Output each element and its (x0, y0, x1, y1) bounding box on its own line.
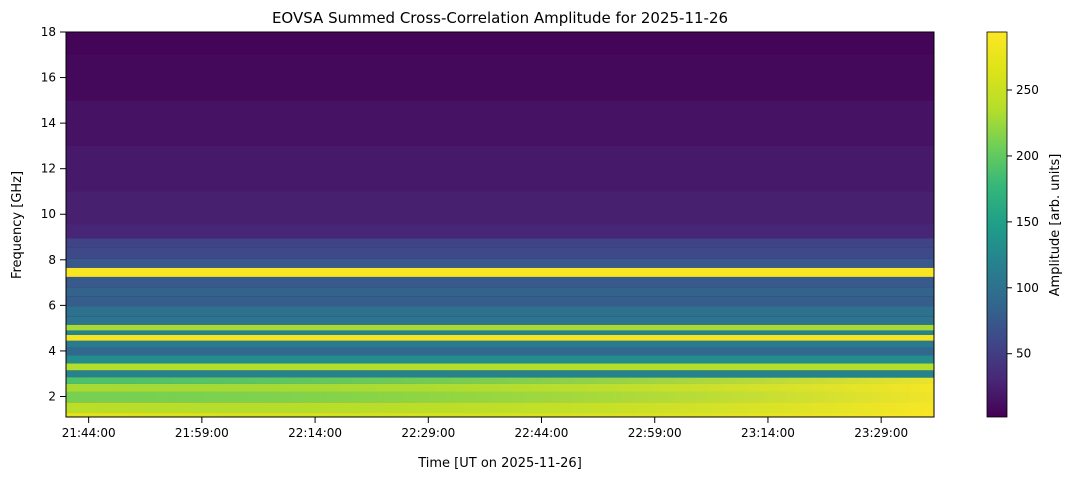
heatmap-band (66, 340, 934, 348)
heatmap-band (66, 100, 934, 146)
heatmap-band (66, 224, 934, 239)
colorbar-label: Amplitude [arb. units] (1048, 154, 1063, 297)
x-tick-label: 22:59:00 (628, 426, 682, 440)
heatmap-band (66, 191, 934, 225)
y-tick-label: 12 (41, 162, 56, 176)
heatmap-band (66, 334, 934, 341)
heatmap-band (66, 258, 934, 268)
y-axis: 2 4 6 8 10 12 14 16 18 (41, 25, 66, 403)
heatmap-band (66, 370, 934, 378)
colorbar-tick-label: 100 (1016, 281, 1039, 295)
heatmap-band (66, 287, 934, 297)
chart-title: EOVSA Summed Cross-Correlation Amplitude… (272, 9, 728, 27)
y-tick-label: 10 (41, 207, 56, 221)
heatmap-band (66, 267, 934, 277)
heatmap-band (66, 363, 934, 371)
heatmap-band (66, 32, 934, 55)
x-tick-label: 23:14:00 (741, 426, 795, 440)
heatmap-band (66, 296, 934, 307)
heatmap-band (66, 54, 934, 101)
heatmap-area (66, 32, 934, 417)
y-tick-label: 2 (48, 389, 56, 403)
x-axis: 21:44:00 21:59:00 22:14:00 22:29:00 22:44:00… (62, 417, 908, 440)
heatmap-band (66, 347, 934, 356)
x-tick-label: 21:59:00 (175, 426, 229, 440)
heatmap-band (66, 355, 934, 364)
colorbar (986, 31, 1008, 418)
heatmap-band (66, 330, 934, 335)
heatmap-low-band-brightening (66, 378, 934, 417)
heatmap-bands (66, 32, 934, 417)
heatmap-band (66, 276, 934, 288)
heatmap-band (66, 324, 934, 331)
y-tick-label: 14 (41, 116, 56, 130)
y-tick-label: 4 (48, 344, 56, 358)
y-tick-label: 6 (48, 298, 56, 312)
x-tick-label: 22:14:00 (288, 426, 342, 440)
x-tick-label: 23:29:00 (854, 426, 908, 440)
colorbar-tick-label: 50 (1016, 347, 1031, 361)
y-tick-label: 18 (41, 25, 56, 39)
x-tick-label: 22:29:00 (401, 426, 455, 440)
heatmap-band (66, 316, 934, 325)
plot-frame (65, 31, 935, 418)
y-tick-label: 16 (41, 71, 56, 85)
x-tick-label: 21:44:00 (62, 426, 116, 440)
heatmap-band (66, 145, 934, 192)
x-axis-label: Time [UT on 2025-11-26] (417, 456, 582, 471)
colorbar-tick-label: 250 (1016, 83, 1039, 97)
heatmap-band (66, 238, 934, 248)
colorbar-tick-label: 200 (1016, 149, 1039, 163)
y-tick-label: 8 (48, 253, 56, 267)
x-tick-label: 22:44:00 (515, 426, 569, 440)
colorbar-axis: 50 100 150 200 250 (1007, 83, 1039, 361)
y-axis-label: Frequency [GHz] (10, 171, 25, 279)
colorbar-tick-label: 150 (1016, 215, 1039, 229)
heatmap-band (66, 247, 934, 259)
heatmap-band (66, 306, 934, 317)
